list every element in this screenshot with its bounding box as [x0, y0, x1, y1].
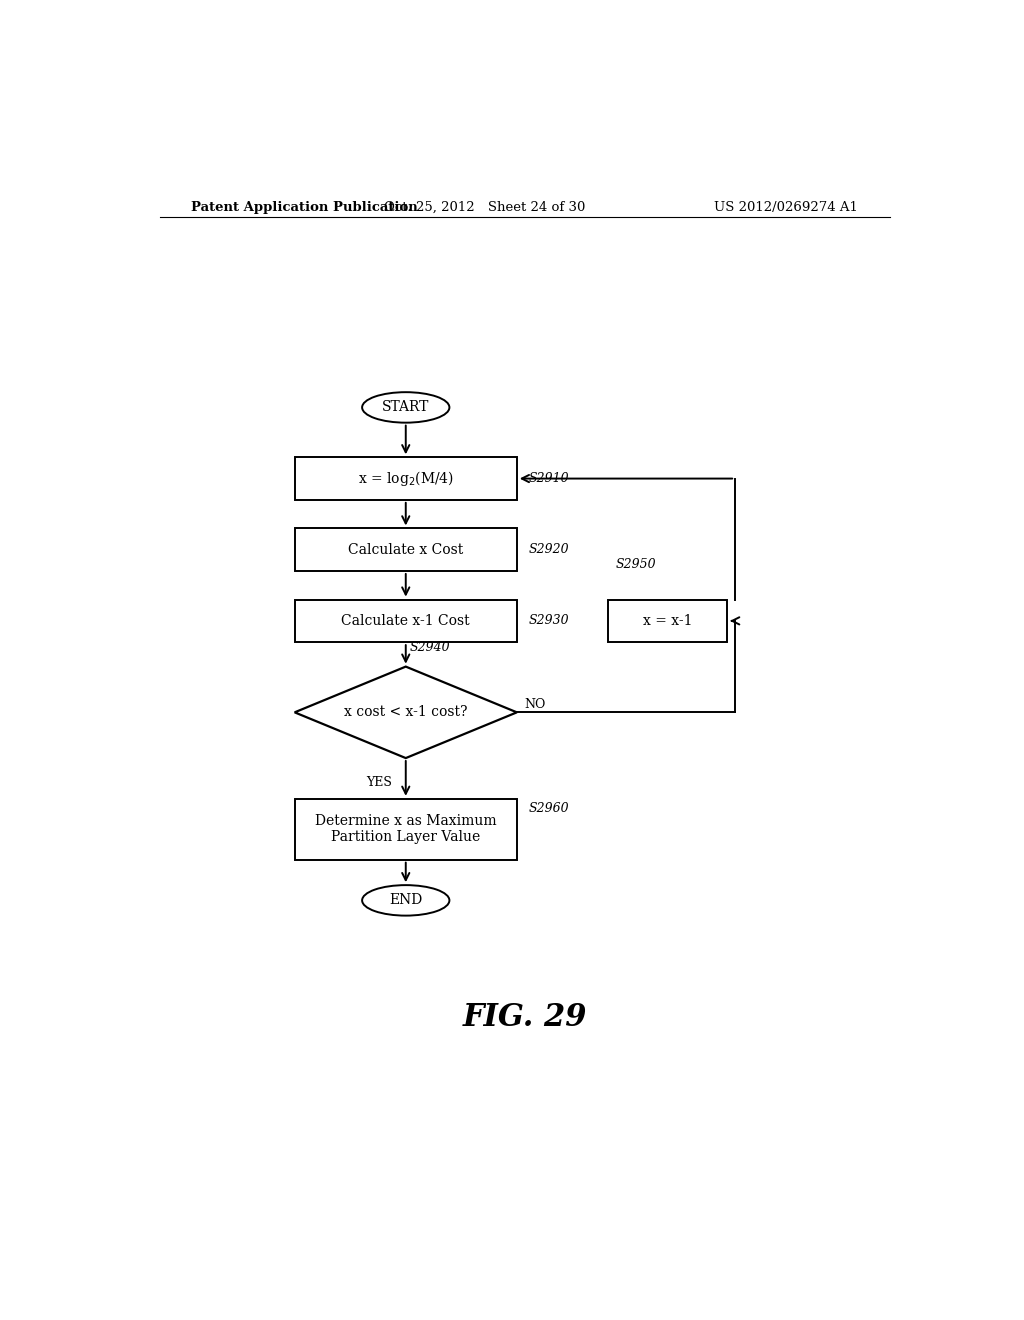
Bar	[295, 799, 517, 859]
Text: S2910: S2910	[528, 473, 569, 484]
Text: YES: YES	[367, 776, 392, 789]
Text: END: END	[389, 894, 422, 907]
Bar	[295, 528, 517, 572]
Text: START: START	[382, 400, 429, 414]
Text: S2940: S2940	[410, 642, 451, 655]
Text: S2920: S2920	[528, 544, 569, 556]
Text: Calculate x-1 Cost: Calculate x-1 Cost	[341, 614, 470, 628]
Text: S2930: S2930	[528, 614, 569, 627]
Polygon shape	[295, 667, 517, 758]
Text: S2960: S2960	[528, 803, 569, 816]
Bar	[295, 599, 517, 643]
Text: NO: NO	[524, 698, 546, 710]
Text: Oct. 25, 2012  Sheet 24 of 30: Oct. 25, 2012 Sheet 24 of 30	[384, 201, 586, 214]
Text: FIG. 29: FIG. 29	[463, 1002, 587, 1032]
Text: US 2012/0269274 A1: US 2012/0269274 A1	[714, 201, 858, 214]
Text: Determine x as Maximum
Partition Layer Value: Determine x as Maximum Partition Layer V…	[315, 814, 497, 845]
Bar	[608, 599, 727, 643]
Text: Patent Application Publication: Patent Application Publication	[191, 201, 418, 214]
Text: x = log$_2$(M/4): x = log$_2$(M/4)	[357, 469, 454, 488]
Text: x = x-1: x = x-1	[643, 614, 692, 628]
Ellipse shape	[362, 886, 450, 916]
Text: S2950: S2950	[616, 558, 656, 572]
Bar	[295, 457, 517, 500]
Text: Calculate x Cost: Calculate x Cost	[348, 543, 464, 557]
Text: x cost < x-1 cost?: x cost < x-1 cost?	[344, 705, 468, 719]
Ellipse shape	[362, 392, 450, 422]
